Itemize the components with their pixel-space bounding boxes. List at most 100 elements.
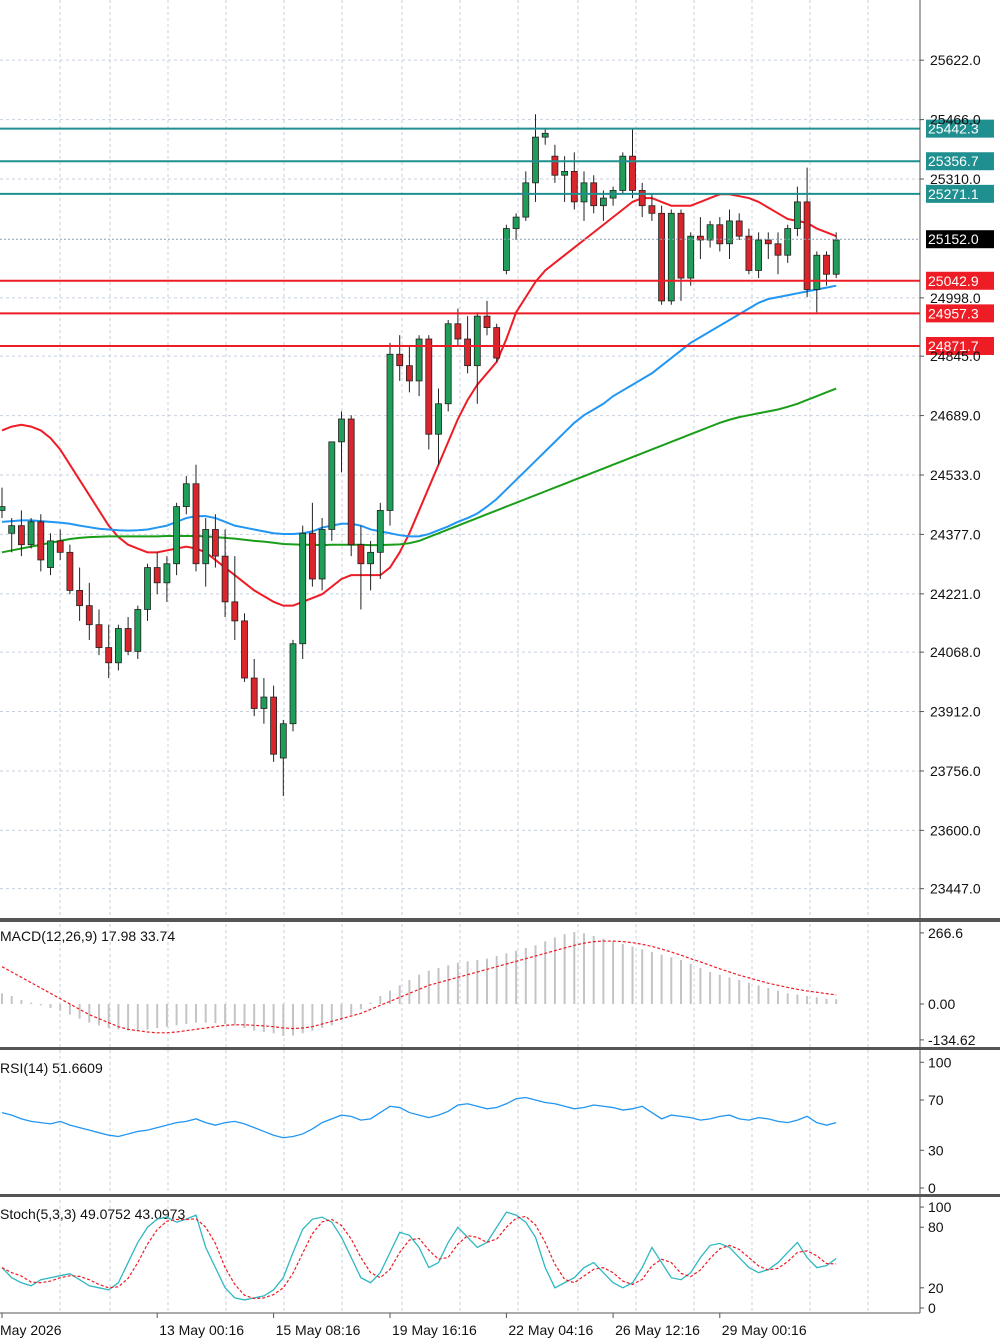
rsi-tick-label: 30 [928, 1142, 944, 1158]
candle-body [47, 540, 54, 568]
candle-body [405, 365, 413, 382]
candle-body [279, 723, 287, 759]
candle-body [541, 132, 549, 138]
rsi-panel: 100 70 30 0 RSI(14) 51.6609 [0, 1054, 952, 1196]
candle-body [638, 190, 646, 207]
time-tick-label: 26 May 12:16 [615, 1322, 700, 1338]
moving-average-line [1, 193, 837, 607]
candle-body [308, 532, 316, 580]
panel-separator [0, 1047, 1000, 1050]
candle-body [338, 418, 345, 443]
candle-body [435, 403, 442, 435]
candle-body [95, 624, 103, 648]
candle-body [764, 239, 772, 245]
candle-body [648, 205, 656, 214]
stoch-d-line [1, 1215, 837, 1300]
candle-body [493, 327, 501, 359]
candle-body [124, 628, 132, 652]
candle-body [37, 521, 45, 561]
price-tick-label: 24377.0 [930, 526, 981, 542]
candle-body [745, 235, 753, 271]
price-tick-label: 23447.0 [930, 881, 981, 897]
candle-body [8, 525, 16, 534]
stoch-tick-label: 20 [928, 1280, 944, 1296]
candle-body [318, 529, 326, 580]
candle-body [444, 323, 452, 405]
candle-body [270, 696, 278, 755]
resistance-tag [926, 152, 994, 171]
candle-body [755, 239, 762, 271]
stoch-label: Stoch(5,3,3) 49.0752 43.0973 [0, 1206, 185, 1222]
resistance-label: 25271.1 [928, 186, 979, 202]
current-price-tag [926, 230, 994, 249]
candle-body [134, 609, 142, 652]
candle-body [823, 254, 830, 275]
candle-body [473, 315, 481, 367]
candle-body [115, 628, 122, 664]
candle-body [464, 338, 472, 367]
macd-panel: 266.6 0.00 -134.62 MACD(12,26,9) 17.98 33.7… [0, 925, 976, 1048]
candle-body [658, 212, 665, 302]
candle-body [735, 220, 743, 237]
support-tag [926, 304, 994, 323]
candle-body [794, 201, 801, 229]
time-tick-label: 22 May 04:16 [508, 1322, 593, 1338]
candle-body [76, 590, 83, 607]
candle-body [347, 418, 355, 546]
support-label: 24871.7 [928, 338, 979, 354]
candle-body [376, 510, 384, 553]
resistance-label: 25356.7 [928, 153, 979, 169]
price-tick-label: 24068.0 [930, 644, 981, 660]
stoch-k-line [1, 1211, 837, 1301]
rsi-line [1, 1096, 837, 1139]
candle-body [502, 228, 510, 271]
price-tick-label: 25310.0 [930, 171, 981, 187]
candle-body [580, 182, 588, 203]
candle-body [182, 483, 190, 508]
candle-body [367, 551, 375, 565]
support-tag [926, 336, 994, 355]
price-tick-label: 23912.0 [930, 704, 981, 720]
price-tick-label: 24221.0 [930, 586, 981, 602]
macd-label: MACD(12,26,9) 17.98 33.74 [0, 928, 175, 944]
candle-body [289, 643, 297, 725]
resistance-tag [926, 119, 994, 138]
candle-body [677, 212, 685, 279]
candle-body [774, 243, 782, 256]
candle-body [706, 224, 714, 241]
current-price-label: 25152.0 [928, 231, 979, 247]
candle-body [396, 353, 404, 367]
candle-body [454, 323, 462, 340]
price-tick-label: 24689.0 [930, 408, 981, 424]
candle-body [415, 338, 423, 382]
candle-body [144, 567, 151, 610]
candle-body [221, 555, 229, 603]
candle-body [803, 201, 811, 290]
macd-tick-label: -134.62 [928, 1032, 976, 1048]
candle-body [105, 647, 113, 664]
candle-body [250, 677, 258, 709]
candle-body [386, 353, 394, 511]
rsi-tick-label: 70 [928, 1092, 944, 1108]
candle-body [153, 567, 161, 584]
stoch-tick-label: 100 [928, 1199, 952, 1215]
candle-body [726, 220, 733, 245]
macd-tick-label: 266.6 [928, 925, 963, 941]
candle-body [600, 197, 607, 207]
price-tick-label: 24998.0 [930, 290, 981, 306]
candle-body [173, 506, 181, 565]
candle-body [697, 235, 704, 241]
candle-body [56, 540, 64, 553]
panel-separators [0, 918, 1000, 1314]
candle-body [570, 171, 578, 203]
support-tag [926, 271, 994, 290]
macd-tick-label: 0.00 [928, 996, 955, 1012]
candle-body [532, 136, 539, 184]
candle-body [0, 506, 6, 511]
resistance-tag [926, 184, 994, 203]
candle-body [192, 483, 200, 565]
price-tick-label: 24845.0 [930, 348, 981, 364]
price-tick-label: 25466.0 [930, 112, 981, 128]
panel-separator [0, 918, 1000, 922]
